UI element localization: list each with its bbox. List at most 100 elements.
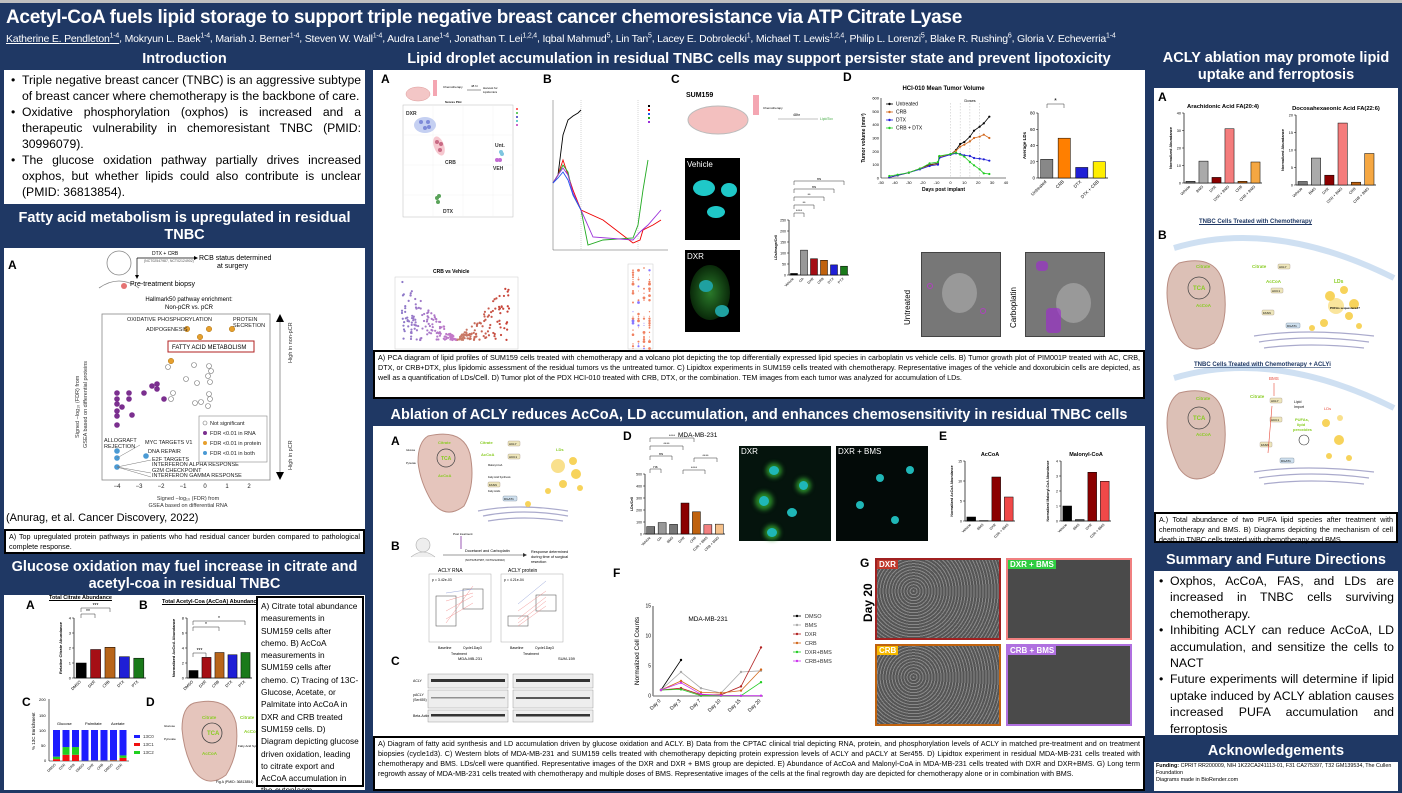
svg-text:(NCT02547987, NCT02124902): (NCT02547987, NCT02124902) <box>144 259 194 263</box>
svg-text:2: 2 <box>247 484 251 490</box>
svg-text:AcCoA: AcCoA <box>438 473 451 478</box>
svg-text:PTX: PTX <box>837 276 845 284</box>
author: Jonathan T. Lei1,2,4 <box>454 32 537 45</box>
svg-text:Days post implant: Days post implant <box>922 187 965 193</box>
svg-text:200: 200 <box>636 509 642 513</box>
svg-text:LipidTox: LipidTox <box>820 117 833 121</box>
lipid-droplet-panel: A B C D Chemotherapy 48 hr Harvest for L… <box>373 70 1145 350</box>
svg-text:1: 1 <box>1056 505 1058 509</box>
svg-text:1: 1 <box>69 661 72 666</box>
svg-text:-50: -50 <box>878 180 885 185</box>
svg-text:-30: -30 <box>906 180 913 185</box>
svg-text:Lipidomics: Lipidomics <box>483 90 498 94</box>
svg-text:Vehicle: Vehicle <box>1057 523 1068 534</box>
svg-text:Malonyl-CoA: Malonyl-CoA <box>488 464 503 467</box>
svg-text:AcCoA: AcCoA <box>1266 279 1282 284</box>
caption-fatty-acid: A) Top upregulated protein pathways in p… <box>4 529 365 554</box>
summary-panel: Oxphos, AcCoA, FAS, and LDs are increase… <box>1154 571 1398 735</box>
svg-text:Average LDs: Average LDs <box>1022 131 1027 159</box>
svg-text:GSEA based on differential RNA: GSEA based on differential RNA <box>148 503 227 509</box>
svg-text:**: ** <box>86 609 90 615</box>
svg-text:Glucose: Glucose <box>57 721 72 726</box>
svg-text:RCB status determined: RCB status determined <box>199 255 271 262</box>
svg-text:0: 0 <box>69 676 72 681</box>
svg-text:lipid: lipid <box>1297 422 1306 427</box>
svg-text:INTERFERON ALPHA RESPONSE: INTERFERON ALPHA RESPONSE <box>152 462 239 468</box>
svg-text:Citrate: Citrate <box>202 715 217 720</box>
svg-text:***: *** <box>93 603 99 609</box>
svg-text:E2F TARGETS: E2F TARGETS <box>152 457 189 463</box>
carboplatin-label: Carboplatin <box>1009 287 1018 328</box>
svg-text:CRB vs Vehicle: CRB vs Vehicle <box>433 269 470 275</box>
svg-text:TCA: TCA <box>1193 416 1206 422</box>
svg-text:ACC1: ACC1 <box>1272 289 1280 293</box>
dxr-image: DXR <box>685 250 740 332</box>
svg-text:VEH: VEH <box>493 166 504 172</box>
svg-text:30: 30 <box>1177 129 1181 133</box>
svg-text:BMS: BMS <box>976 522 985 531</box>
svg-text:LDs: LDs <box>1324 406 1331 411</box>
svg-text:DTX + CRB: DTX + CRB <box>1080 179 1100 199</box>
svg-text:Fatty Acid Synthesis: Fatty Acid Synthesis <box>238 744 266 748</box>
svg-text:BMS: BMS <box>1196 185 1205 194</box>
regrowth-image-label: DXR <box>877 560 898 569</box>
regrowth-image-label: CRB <box>877 646 899 655</box>
lipidtox-schematic: Chemotherapy 48hr LipidTox <box>687 95 833 135</box>
svg-text:DMSO: DMSO <box>46 763 56 773</box>
svg-text:Beta-Actin: Beta-Actin <box>413 714 429 718</box>
svg-text:Pre-treatment biopsy: Pre-treatment biopsy <box>130 281 195 288</box>
svg-text:High in pCR: High in pCR <box>288 440 294 470</box>
svg-text:−2: −2 <box>158 484 166 490</box>
svg-text:CRB: CRB <box>1235 185 1244 194</box>
svg-text:50: 50 <box>782 263 786 267</box>
svg-text:ACLY: ACLY <box>413 679 423 683</box>
panel-label-b: B <box>1158 228 1167 242</box>
svg-text:AcCoA: AcCoA <box>981 452 999 458</box>
svg-text:BMS: BMS <box>1308 187 1317 196</box>
svg-text:Citrate: Citrate <box>1196 396 1211 401</box>
svg-text:BMS: BMS <box>666 535 675 544</box>
svg-text:3: 3 <box>69 631 72 636</box>
introduction-bullets: Triple negative breast cancer (TNBC) is … <box>8 72 361 200</box>
vehicle-image: Vehicle <box>685 158 740 240</box>
svg-text:CRB: CRB <box>211 679 221 689</box>
svg-text:Post treatment: Post treatment <box>453 532 473 536</box>
author: Audra Lane1-4 <box>387 32 449 45</box>
svg-text:Citrate: Citrate <box>240 715 255 720</box>
panel-label-a: A <box>1158 90 1167 104</box>
tem-untreated-image <box>921 252 1001 337</box>
svg-text:Pyruvate: Pyruvate <box>164 737 176 741</box>
svg-text:Signed −log₁₀ (FDR) from: Signed −log₁₀ (FDR) from <box>75 375 81 438</box>
svg-text:Normalized Abundance: Normalized Abundance <box>1169 127 1173 169</box>
svg-text:MYC TARGETS V1: MYC TARGETS V1 <box>145 440 192 446</box>
svg-text:100: 100 <box>39 728 46 733</box>
regrowth-image-label: CRB + BMS <box>1008 646 1057 655</box>
funding-text: CPRIT RR200009, NIH 1K22CA241113-01, F31… <box>1156 763 1392 776</box>
svg-text:% 13C Enrichment: % 13C Enrichment <box>31 712 36 750</box>
svg-text:Vehicle: Vehicle <box>961 523 972 534</box>
svg-text:(NCT02547987, NCT02124902): (NCT02547987, NCT02124902) <box>465 558 505 562</box>
dxr-label: DXR <box>687 252 704 261</box>
svg-text:Day 3: Day 3 <box>669 698 683 712</box>
svg-text:during time of surgical: during time of surgical <box>531 555 568 559</box>
svg-text:Treatment: Treatment <box>523 652 539 656</box>
svg-text:Signed −log₁₀ (FDR) from: Signed −log₁₀ (FDR) from <box>157 496 220 502</box>
section-title-acknowledgements: Acknowledgements <box>1152 740 1400 762</box>
svg-text:Baseline: Baseline <box>438 646 451 650</box>
svg-text:Docetaxel and Carboplatin: Docetaxel and Carboplatin <box>465 549 510 553</box>
svg-text:40: 40 <box>1030 143 1036 148</box>
svg-text:500: 500 <box>636 473 642 477</box>
svg-text:DNA REPAIR: DNA REPAIR <box>148 449 181 455</box>
svg-text:DGAT1: DGAT1 <box>1287 324 1297 328</box>
svg-text:Treatment: Treatment <box>451 652 467 656</box>
svg-text:200: 200 <box>39 697 46 702</box>
bullet-item: Inhibiting ACLY can reduce AcCoA, LD acc… <box>1156 622 1394 671</box>
day-20-label: Day 20 <box>861 583 875 622</box>
dxr-image-label: DXR <box>741 447 758 456</box>
svg-text:FDR <0.01 in both: FDR <0.01 in both <box>210 451 255 457</box>
svg-text:High in non-pCR: High in non-pCR <box>288 322 294 363</box>
svg-text:FDR <0.01 in RNA: FDR <0.01 in RNA <box>210 431 256 437</box>
svg-text:10: 10 <box>645 634 651 640</box>
svg-text:****: **** <box>796 208 803 213</box>
svg-text:80: 80 <box>1030 111 1036 116</box>
